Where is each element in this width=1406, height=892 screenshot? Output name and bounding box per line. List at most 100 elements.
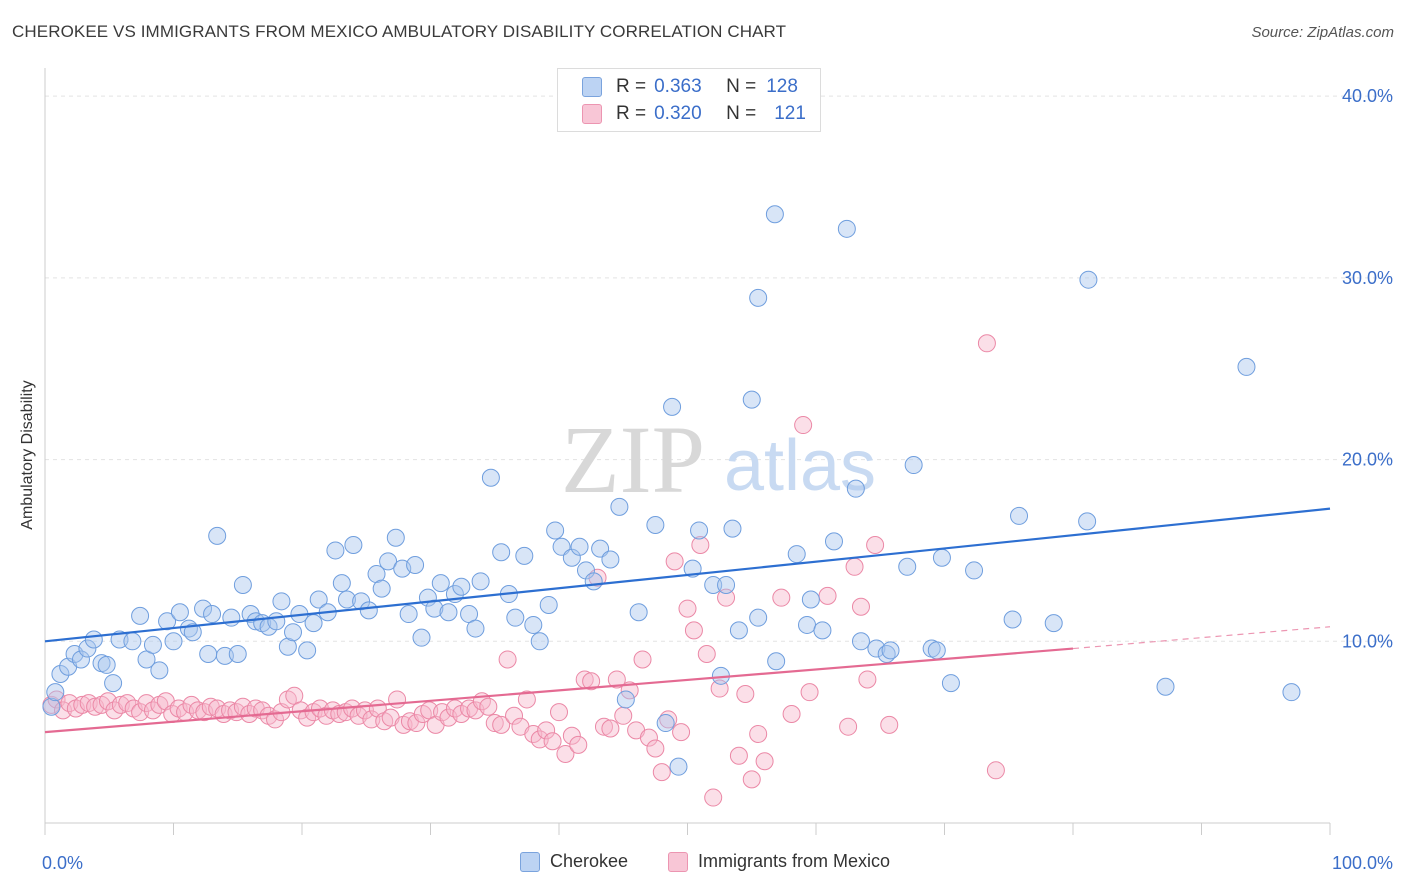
data-point-cherokee bbox=[42, 697, 61, 716]
data-point-cherokee bbox=[932, 548, 951, 567]
data-point-mexico bbox=[800, 683, 819, 702]
bottom-legend-label: Immigrants from Mexico bbox=[698, 851, 891, 871]
data-point-mexico bbox=[550, 703, 568, 722]
data-point-mexico bbox=[866, 535, 885, 554]
data-point-cherokee bbox=[326, 541, 345, 560]
data-point-mexico bbox=[498, 650, 517, 669]
data-point-cherokee bbox=[164, 632, 183, 651]
data-point-cherokee bbox=[304, 614, 323, 633]
data-point-cherokee bbox=[601, 550, 620, 569]
data-point-cherokee bbox=[824, 532, 843, 551]
data-point-cherokee bbox=[656, 714, 675, 733]
data-point-cherokee bbox=[801, 590, 820, 609]
trend-line-cherokee bbox=[44, 507, 1331, 643]
data-point-mexico bbox=[691, 535, 710, 554]
data-point-cherokee bbox=[749, 608, 768, 627]
data-point-cherokee bbox=[298, 641, 317, 660]
data-point-cherokee bbox=[851, 632, 870, 651]
data-point-mexico bbox=[782, 704, 801, 723]
data-point-cherokee bbox=[278, 637, 297, 656]
data-point-mexico bbox=[607, 670, 626, 689]
data-point-mexico bbox=[479, 697, 498, 716]
data-point-cherokee bbox=[344, 535, 363, 554]
data-point-cherokee bbox=[663, 397, 682, 416]
data-point-mexico bbox=[772, 588, 791, 607]
data-point-cherokee bbox=[941, 674, 960, 693]
data-point-cherokee bbox=[965, 561, 984, 580]
data-point-cherokee bbox=[481, 468, 500, 487]
data-point-cherokee bbox=[669, 757, 688, 776]
data-point-cherokee bbox=[506, 608, 525, 627]
data-point-mexico bbox=[569, 735, 588, 754]
data-point-mexico bbox=[407, 714, 426, 733]
legend: R = 0.363 N = 128 R = 0.320 N = 121 bbox=[557, 68, 821, 132]
data-point-mexico bbox=[742, 770, 761, 789]
data-point-mexico bbox=[755, 752, 774, 771]
data-point-cherokee bbox=[1078, 512, 1097, 531]
data-point-cherokee bbox=[431, 574, 450, 593]
data-point-cherokee bbox=[399, 605, 418, 624]
legend-r-value: 0.320 bbox=[654, 103, 702, 124]
data-point-cherokee bbox=[406, 555, 425, 574]
data-point-cherokee bbox=[539, 595, 558, 614]
bottom-swatch-blue bbox=[520, 851, 540, 872]
data-point-cherokee bbox=[309, 590, 328, 609]
data-point-cherokee bbox=[846, 479, 865, 498]
data-point-cherokee bbox=[767, 652, 786, 671]
data-point-mexico bbox=[736, 684, 755, 703]
data-point-cherokee bbox=[452, 577, 471, 596]
data-point-cherokee bbox=[158, 612, 177, 631]
data-point-mexico bbox=[266, 710, 285, 729]
data-point-cherokee bbox=[170, 603, 189, 622]
data-point-cherokee bbox=[904, 456, 923, 475]
data-point-cherokee bbox=[765, 205, 784, 224]
data-point-cherokee bbox=[515, 546, 534, 565]
data-point-mexico bbox=[839, 717, 858, 736]
data-point-cherokee bbox=[379, 552, 398, 571]
data-point-mexico bbox=[543, 732, 562, 751]
grid-lines bbox=[45, 95, 1392, 642]
data-point-cherokee bbox=[646, 516, 665, 534]
data-point-mexico bbox=[639, 728, 658, 747]
trend-line-mexico-extension bbox=[1072, 626, 1331, 650]
data-point-cherokee bbox=[78, 639, 97, 658]
data-point-cherokee bbox=[742, 390, 761, 409]
data-point-mexico bbox=[582, 672, 601, 691]
data-point-cherokee bbox=[131, 606, 150, 625]
data-point-mexico bbox=[845, 557, 864, 576]
data-point-mexico bbox=[858, 670, 877, 689]
data-point-cherokee bbox=[471, 572, 490, 591]
data-point-cherokee bbox=[337, 590, 356, 609]
source-label: Source: ZipAtlas.com bbox=[1251, 24, 1394, 41]
data-point-cherokee bbox=[787, 545, 806, 564]
data-point-mexico bbox=[794, 416, 813, 435]
data-point-mexico bbox=[601, 719, 620, 738]
data-point-mexico bbox=[537, 721, 556, 740]
data-point-cherokee bbox=[194, 599, 213, 618]
data-point-mexico bbox=[492, 715, 511, 734]
data-point-cherokee bbox=[439, 603, 458, 622]
data-point-mexico bbox=[697, 645, 716, 664]
watermark-atlas: atlas bbox=[724, 426, 876, 506]
data-point-mexico bbox=[704, 788, 723, 807]
data-point-mexico bbox=[556, 744, 575, 763]
data-point-mexico bbox=[729, 746, 748, 765]
data-point-cherokee bbox=[1010, 506, 1029, 525]
data-point-mexico bbox=[672, 723, 691, 742]
data-point-cherokee bbox=[690, 521, 709, 540]
data-point-mexico bbox=[633, 650, 652, 669]
data-point-cherokee bbox=[272, 592, 291, 611]
y-tick-label: 30.0% bbox=[1342, 268, 1393, 288]
legend-n-value: 128 bbox=[766, 76, 798, 97]
data-point-cherokee bbox=[46, 683, 65, 702]
data-point-cherokee bbox=[332, 574, 351, 593]
data-point-cherokee bbox=[267, 612, 286, 631]
data-point-cherokee bbox=[492, 543, 511, 562]
data-point-mexico bbox=[818, 586, 837, 605]
legend-n-value: 121 bbox=[774, 103, 806, 124]
data-point-cherokee bbox=[97, 655, 116, 674]
data-point-mexico bbox=[388, 690, 407, 709]
data-point-mexico bbox=[977, 334, 996, 353]
data-point-cherokee bbox=[284, 623, 303, 642]
